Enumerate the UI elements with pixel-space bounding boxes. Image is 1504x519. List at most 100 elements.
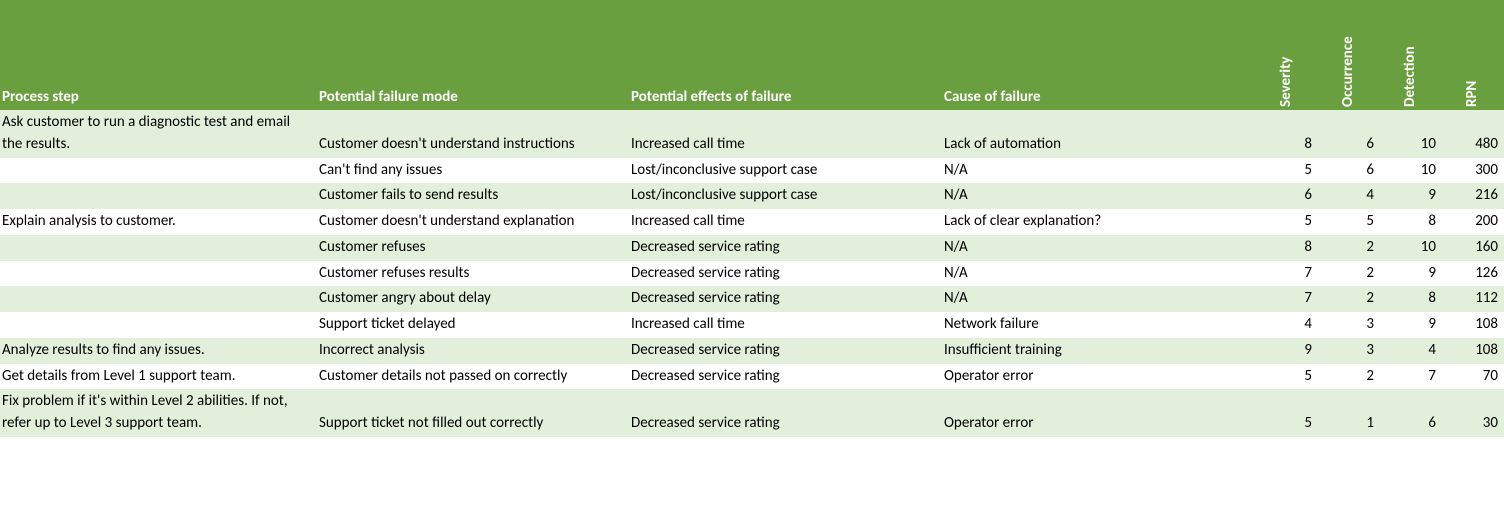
- table-row: Customer fails to send resultsLost/incon…: [0, 183, 1504, 209]
- cell-occurrence: 2: [1318, 261, 1380, 287]
- cell-cause: N/A: [942, 183, 1256, 209]
- cell-failure-mode: Support ticket delayed: [317, 312, 629, 338]
- cell-effects: Decreased service rating: [629, 338, 942, 364]
- cell-rpn: 112: [1442, 286, 1504, 312]
- cell-cause: Insufficient training: [942, 338, 1256, 364]
- cell-occurrence: 2: [1318, 286, 1380, 312]
- cell-cause: Operator error: [942, 389, 1256, 437]
- cell-process-step: Fix problem if it's within Level 2 abili…: [0, 389, 317, 437]
- cell-process-step: Explain analysis to customer.: [0, 209, 317, 235]
- cell-occurrence: 6: [1318, 110, 1380, 158]
- cell-effects: Increased call time: [629, 312, 942, 338]
- cell-failure-mode: Customer fails to send results: [317, 183, 629, 209]
- cell-failure-mode: Customer refuses results: [317, 261, 629, 287]
- header-row: Process step Potential failure mode Pote…: [0, 0, 1504, 110]
- cell-severity: 7: [1256, 286, 1318, 312]
- fmea-table: Process step Potential failure mode Pote…: [0, 0, 1504, 437]
- cell-detection: 8: [1380, 286, 1442, 312]
- cell-effects: Decreased service rating: [629, 261, 942, 287]
- cell-severity: 7: [1256, 261, 1318, 287]
- cell-occurrence: 3: [1318, 312, 1380, 338]
- cell-cause: N/A: [942, 286, 1256, 312]
- cell-failure-mode: Can't find any issues: [317, 158, 629, 184]
- cell-process-step: Analyze results to find any issues.: [0, 338, 317, 364]
- cell-cause: Lack of automation: [942, 110, 1256, 158]
- cell-cause: N/A: [942, 235, 1256, 261]
- table-row: Customer angry about delayDecreased serv…: [0, 286, 1504, 312]
- cell-occurrence: 6: [1318, 158, 1380, 184]
- cell-severity: 5: [1256, 158, 1318, 184]
- cell-failure-mode: Customer refuses: [317, 235, 629, 261]
- cell-severity: 5: [1256, 209, 1318, 235]
- cell-occurrence: 1: [1318, 389, 1380, 437]
- cell-rpn: 70: [1442, 364, 1504, 390]
- cell-rpn: 200: [1442, 209, 1504, 235]
- cell-detection: 10: [1380, 235, 1442, 261]
- table-row: Fix problem if it's within Level 2 abili…: [0, 389, 1504, 437]
- cell-effects: Decreased service rating: [629, 389, 942, 437]
- cell-cause: N/A: [942, 158, 1256, 184]
- cell-process-step: [0, 235, 317, 261]
- cell-rpn: 160: [1442, 235, 1504, 261]
- cell-effects: Decreased service rating: [629, 286, 942, 312]
- cell-severity: 8: [1256, 110, 1318, 158]
- cell-effects: Decreased service rating: [629, 364, 942, 390]
- cell-process-step: [0, 183, 317, 209]
- cell-rpn: 30: [1442, 389, 1504, 437]
- cell-detection: 9: [1380, 261, 1442, 287]
- cell-failure-mode: Support ticket not filled out correctly: [317, 389, 629, 437]
- cell-effects: Increased call time: [629, 110, 942, 158]
- cell-cause: Network failure: [942, 312, 1256, 338]
- cell-failure-mode: Customer doesn't understand instructions: [317, 110, 629, 158]
- table-row: Explain analysis to customer.Customer do…: [0, 209, 1504, 235]
- table-row: Ask customer to run a diagnostic test an…: [0, 110, 1504, 158]
- cell-occurrence: 2: [1318, 235, 1380, 261]
- cell-detection: 4: [1380, 338, 1442, 364]
- table-row: Get details from Level 1 support team.Cu…: [0, 364, 1504, 390]
- table-row: Customer refuses resultsDecreased servic…: [0, 261, 1504, 287]
- cell-detection: 8: [1380, 209, 1442, 235]
- cell-rpn: 216: [1442, 183, 1504, 209]
- col-failure-mode: Potential failure mode: [317, 0, 629, 110]
- table-row: Can't find any issuesLost/inconclusive s…: [0, 158, 1504, 184]
- cell-cause: N/A: [942, 261, 1256, 287]
- col-cause: Cause of failure: [942, 0, 1256, 110]
- col-rpn: RPN: [1442, 0, 1504, 110]
- cell-cause: Operator error: [942, 364, 1256, 390]
- cell-severity: 9: [1256, 338, 1318, 364]
- cell-occurrence: 3: [1318, 338, 1380, 364]
- cell-rpn: 126: [1442, 261, 1504, 287]
- cell-process-step: [0, 312, 317, 338]
- cell-effects: Decreased service rating: [629, 235, 942, 261]
- col-occurrence: Occurrence: [1318, 0, 1380, 110]
- cell-detection: 6: [1380, 389, 1442, 437]
- col-process-step: Process step: [0, 0, 317, 110]
- cell-effects: Lost/inconclusive support case: [629, 158, 942, 184]
- cell-failure-mode: Customer angry about delay: [317, 286, 629, 312]
- cell-detection: 10: [1380, 158, 1442, 184]
- cell-cause: Lack of clear explanation?: [942, 209, 1256, 235]
- cell-severity: 5: [1256, 364, 1318, 390]
- cell-rpn: 108: [1442, 312, 1504, 338]
- cell-process-step: [0, 261, 317, 287]
- table-row: Analyze results to find any issues.Incor…: [0, 338, 1504, 364]
- cell-process-step: [0, 158, 317, 184]
- cell-severity: 5: [1256, 389, 1318, 437]
- cell-process-step: Ask customer to run a diagnostic test an…: [0, 110, 317, 158]
- table-row: Customer refusesDecreased service rating…: [0, 235, 1504, 261]
- col-detection: Detection: [1380, 0, 1442, 110]
- cell-detection: 9: [1380, 312, 1442, 338]
- col-effects: Potential effects of failure: [629, 0, 942, 110]
- cell-process-step: [0, 286, 317, 312]
- cell-occurrence: 4: [1318, 183, 1380, 209]
- cell-occurrence: 2: [1318, 364, 1380, 390]
- cell-failure-mode: Customer details not passed on correctly: [317, 364, 629, 390]
- cell-effects: Lost/inconclusive support case: [629, 183, 942, 209]
- cell-rpn: 108: [1442, 338, 1504, 364]
- table-body: Ask customer to run a diagnostic test an…: [0, 110, 1504, 437]
- cell-detection: 10: [1380, 110, 1442, 158]
- cell-severity: 8: [1256, 235, 1318, 261]
- cell-effects: Increased call time: [629, 209, 942, 235]
- cell-detection: 9: [1380, 183, 1442, 209]
- cell-rpn: 300: [1442, 158, 1504, 184]
